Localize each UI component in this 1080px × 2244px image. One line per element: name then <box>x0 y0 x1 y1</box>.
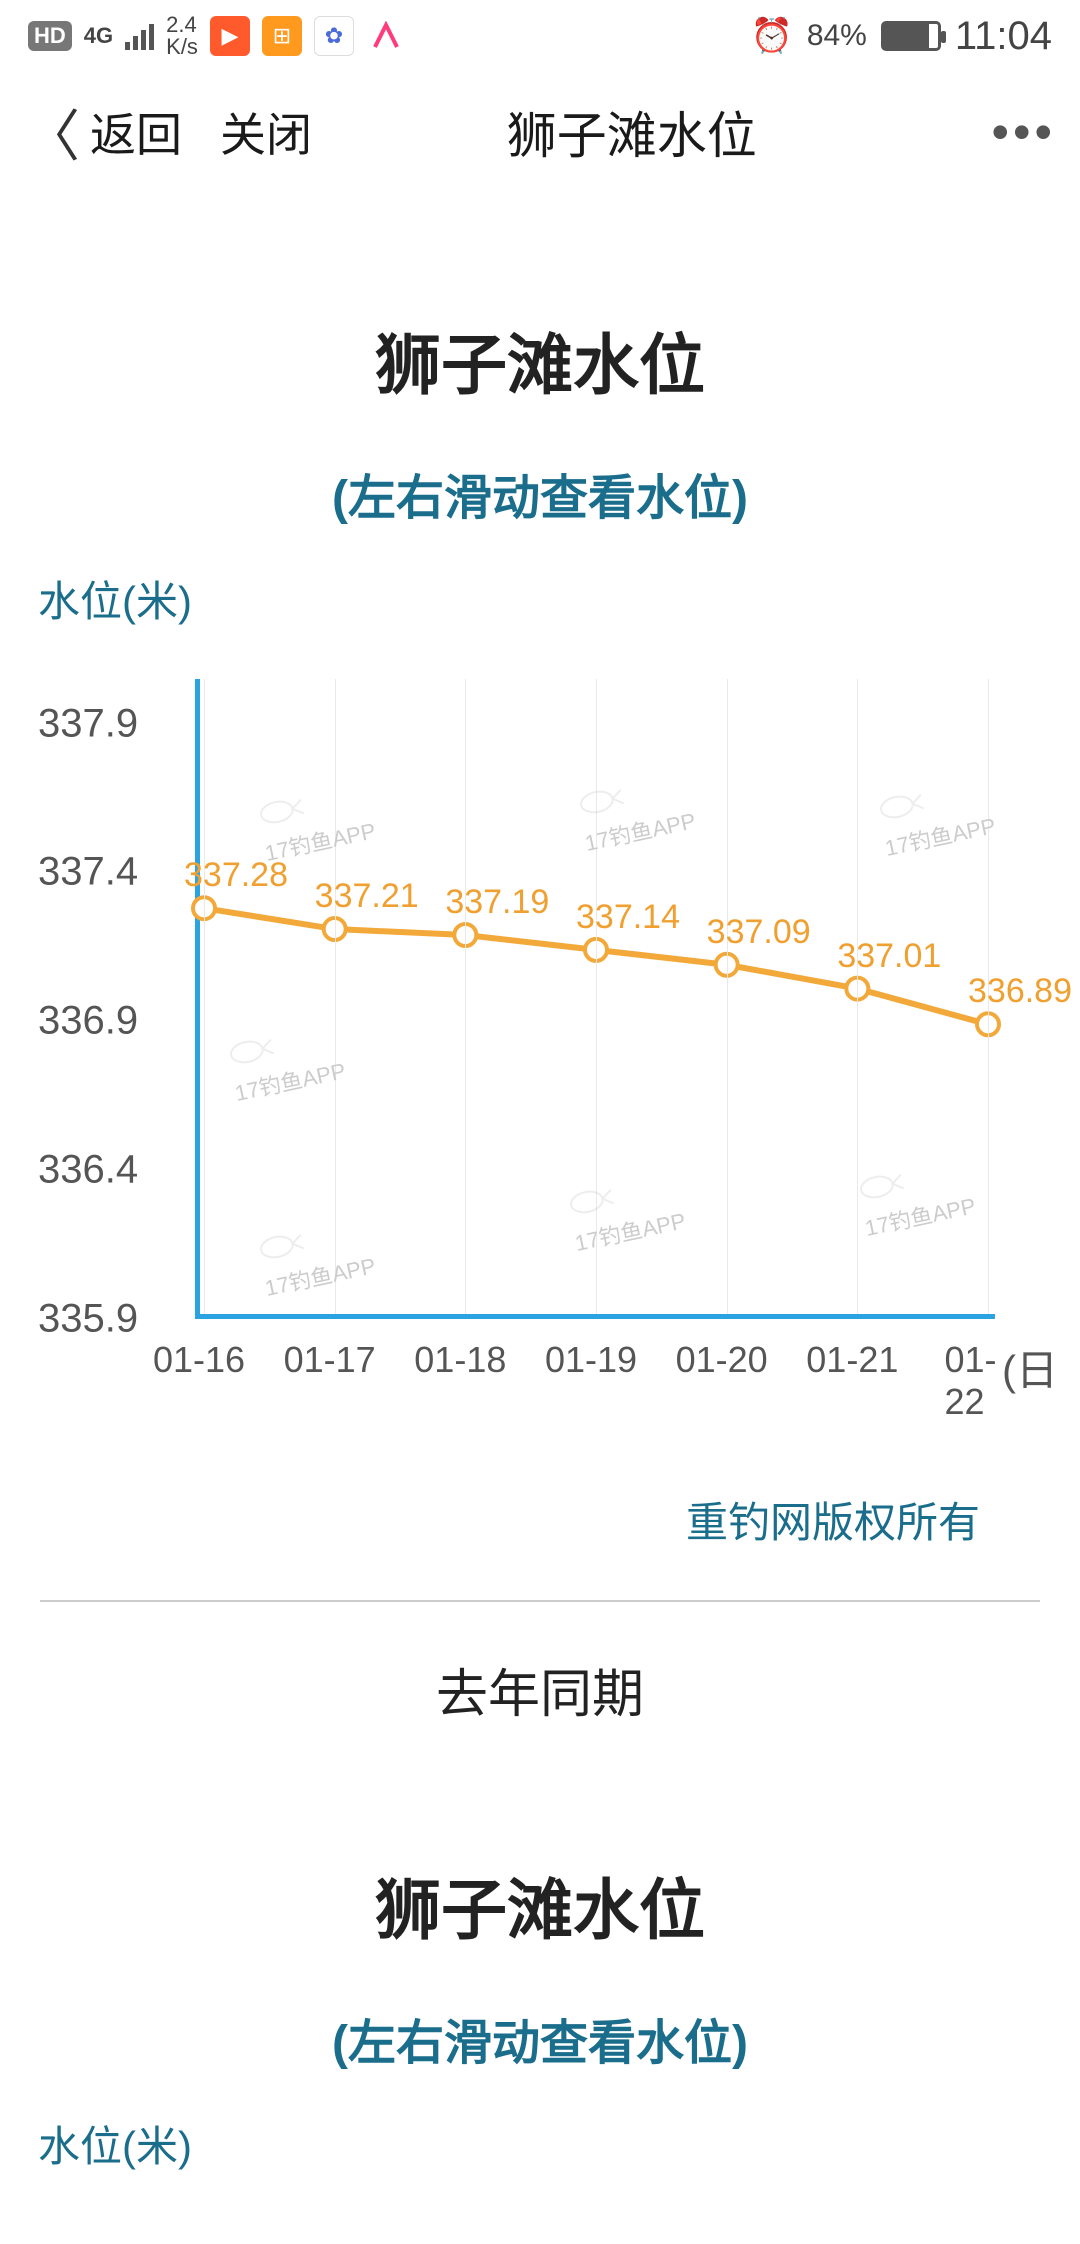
alarm-icon: ⏰ <box>750 16 792 56</box>
copyright: 重钓网版权所有 <box>20 1489 980 1550</box>
gridline <box>727 679 728 1314</box>
y-tick: 337.9 <box>38 701 138 746</box>
y-axis-label-2: 水位(米) <box>38 2113 1060 2174</box>
nav-bar: 〈 返回 关闭 狮子滩水位 ••• <box>0 72 1080 192</box>
status-right: ⏰ 84% 11:04 <box>750 14 1052 59</box>
battery-icon <box>881 21 941 51</box>
y-tick: 336.9 <box>38 999 138 1044</box>
page-title-2: 狮子滩水位 <box>20 1857 1060 1953</box>
point-label: 337.01 <box>837 937 941 976</box>
y-axis-label: 水位(米) <box>38 568 1060 629</box>
x-tick: 01-19 <box>545 1339 637 1381</box>
gridline <box>204 679 205 1314</box>
page-subtitle-2: (左右滑动查看水位) <box>20 2003 1060 2073</box>
battery-pct: 84% <box>807 19 867 53</box>
back-button[interactable]: 返回 <box>90 99 182 165</box>
more-icon[interactable]: ••• <box>991 103 1056 161</box>
content[interactable]: 狮子滩水位 (左右滑动查看水位) 水位(米) 335.9336.4336.933… <box>0 312 1080 2174</box>
x-tick: 01-16 <box>153 1339 245 1381</box>
point-label: 337.21 <box>315 877 419 916</box>
gridline <box>596 679 597 1314</box>
status-left: HD 4G 2.4 K/s ▶ ⊞ ✿ <box>28 14 406 58</box>
net-speed: 2.4 K/s <box>166 14 198 58</box>
point-label: 336.89 <box>968 972 1072 1011</box>
clock: 11:04 <box>955 14 1052 59</box>
point-label: 337.28 <box>184 856 288 895</box>
hd-badge: HD <box>28 21 72 51</box>
app-icon-2: ⊞ <box>262 16 302 56</box>
app-icon-4 <box>366 16 406 56</box>
speed-unit: K/s <box>166 36 198 58</box>
x-tick: 01-21 <box>806 1339 898 1381</box>
speed-value: 2.4 <box>166 14 198 36</box>
section-last-year: 去年同期 <box>20 1652 1060 1727</box>
x-tick: 01-20 <box>676 1339 768 1381</box>
gridline <box>465 679 466 1314</box>
y-tick: 337.4 <box>38 850 138 895</box>
point-label: 337.14 <box>576 898 680 937</box>
y-tick: 335.9 <box>38 1297 138 1342</box>
app-icon-1: ▶ <box>210 16 250 56</box>
app-icon-3: ✿ <box>314 16 354 56</box>
nav-title: 狮子滩水位 <box>272 96 991 168</box>
back-icon[interactable]: 〈 <box>24 92 80 173</box>
page-subtitle: (左右滑动查看水位) <box>20 458 1060 528</box>
y-tick: 336.4 <box>38 1148 138 1193</box>
plot-area: 17钓鱼APP17钓鱼APP17钓鱼APP17钓鱼APP17钓鱼APP17钓鱼A… <box>195 679 995 1319</box>
divider <box>40 1600 1040 1602</box>
point-label: 337.09 <box>707 913 811 952</box>
x-axis-unit: (日 <box>1002 1337 1058 1398</box>
water-level-chart[interactable]: 335.9 336.4 336.9 337.4 337.9 17钓鱼APP17钓鱼APP… <box>20 679 1060 1399</box>
x-tick: 01-17 <box>284 1339 376 1381</box>
nav-left: 〈 返回 关闭 <box>24 92 312 173</box>
network-type: 4G <box>84 23 113 49</box>
gridline <box>335 679 336 1314</box>
status-bar: HD 4G 2.4 K/s ▶ ⊞ ✿ ⏰ 84% 11:04 <box>0 0 1080 72</box>
x-tick: 01-18 <box>414 1339 506 1381</box>
point-label: 337.19 <box>445 883 549 922</box>
page-title: 狮子滩水位 <box>20 312 1060 408</box>
signal-icon <box>125 22 154 50</box>
gridline <box>857 679 858 1314</box>
